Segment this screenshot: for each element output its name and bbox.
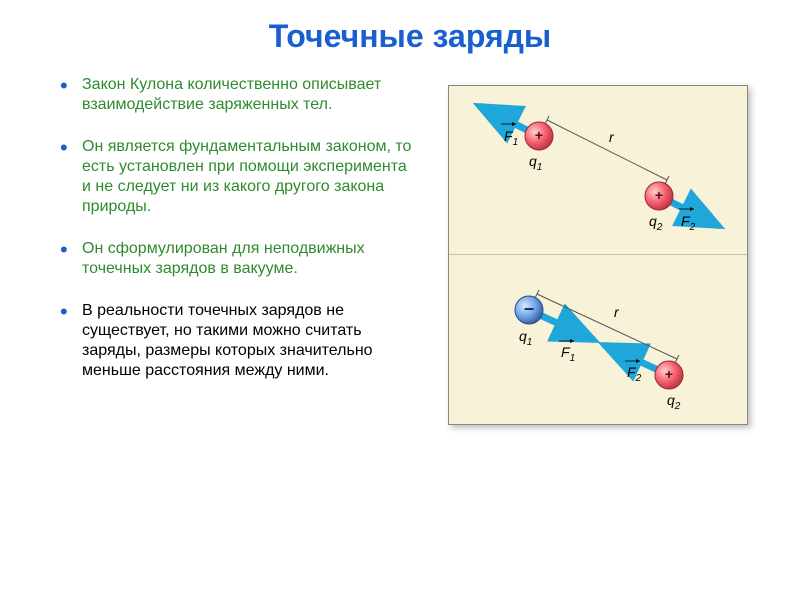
- bullet-item: В реальности точечных зарядов не существ…: [60, 301, 415, 381]
- sign-plus-icon: +: [664, 366, 672, 382]
- diagram-container: r + + F1 q1: [435, 75, 760, 425]
- bullet-list: Закон Кулона количественно описывает вза…: [60, 75, 415, 425]
- bullet-text: Закон Кулона количественно описывает вза…: [82, 76, 381, 113]
- label-r: r: [609, 129, 615, 145]
- label-r: r: [614, 304, 620, 320]
- label-q2: q2: [649, 213, 663, 233]
- label-q1: q1: [519, 328, 532, 348]
- label-q2: q2: [667, 392, 681, 412]
- bullet-text: Он является фундаментальным законом, то …: [82, 138, 411, 215]
- bullet-text: Он сформулирован для неподвижных точечны…: [82, 240, 365, 277]
- dimension-line: [547, 120, 667, 180]
- page-title: Точечные заряды: [60, 18, 760, 55]
- sign-plus-icon: +: [534, 127, 542, 143]
- content-area: Закон Кулона количественно описывает вза…: [60, 75, 760, 425]
- bullet-text: В реальности точечных зарядов не существ…: [82, 302, 373, 379]
- label-f1: F1: [561, 344, 575, 364]
- coulomb-diagram: r + + F1 q1: [448, 85, 748, 425]
- repulsion-svg: r + + F1 q1: [449, 86, 749, 256]
- label-f2: F2: [627, 364, 642, 384]
- bullet-item: Он является фундаментальным законом, то …: [60, 137, 415, 217]
- slide: Точечные заряды Закон Кулона количествен…: [0, 0, 800, 600]
- sign-minus-icon: −: [523, 299, 534, 319]
- label-f1: F1: [504, 128, 518, 148]
- diagram-panel-attraction: r − + q1 F1: [449, 255, 747, 424]
- label-q1: q1: [529, 153, 542, 173]
- diagram-panel-repulsion: r + + F1 q1: [449, 86, 747, 255]
- bullet-item: Закон Кулона количественно описывает вза…: [60, 75, 415, 115]
- bullet-item: Он сформулирован для неподвижных точечны…: [60, 239, 415, 279]
- sign-plus-icon: +: [654, 187, 662, 203]
- attraction-svg: r − + q1 F1: [449, 255, 749, 425]
